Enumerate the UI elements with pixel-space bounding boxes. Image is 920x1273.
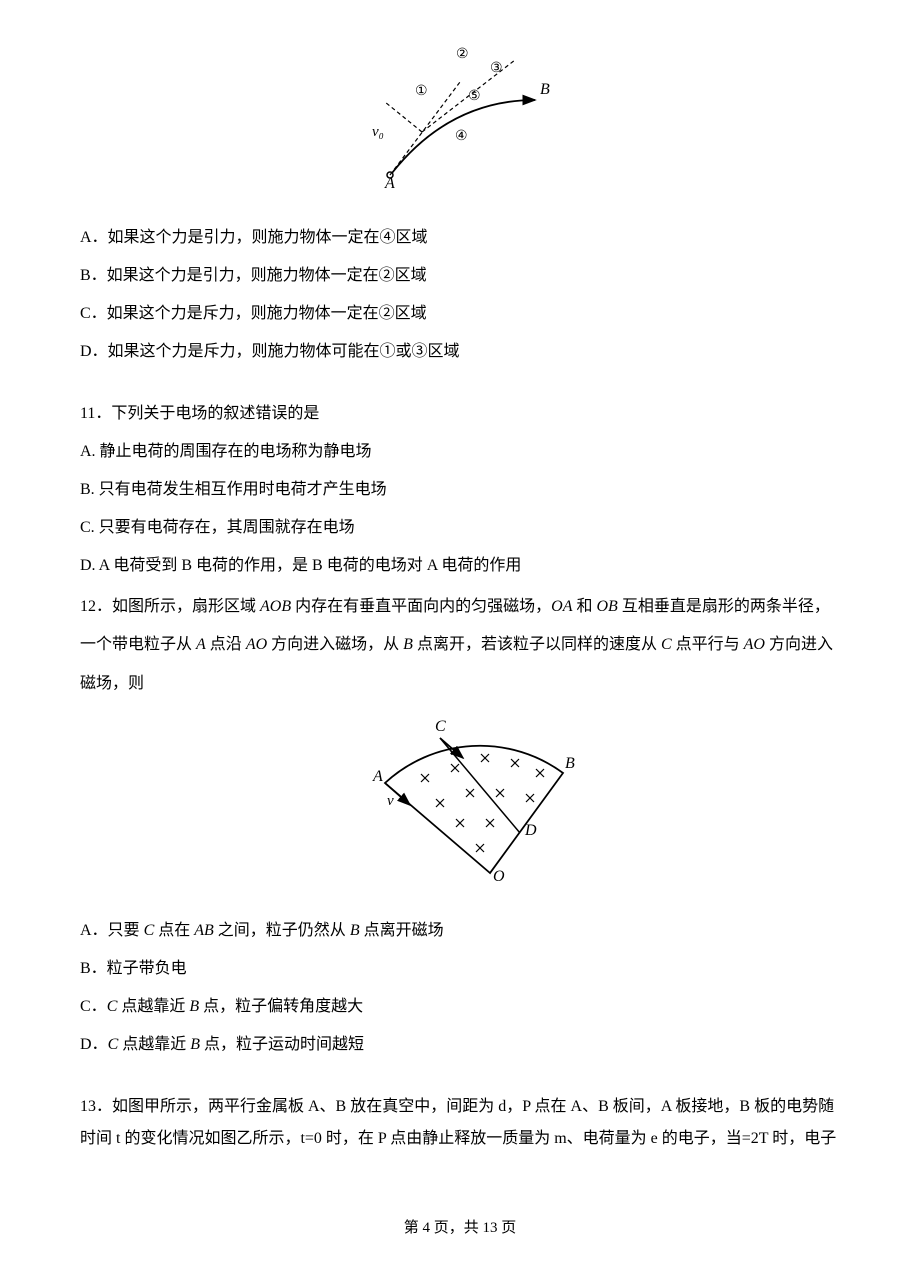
q12-option-B: B．粒子带负电 (80, 953, 840, 985)
point-A-label: A (384, 175, 395, 190)
q11-option-C: C. 只要有电荷存在，其周围就存在电场 (80, 512, 840, 544)
q11-option-B: B. 只有电荷发生相互作用时电荷才产生电场 (80, 474, 840, 506)
q12-point-C: C (435, 718, 446, 735)
region-1-label: ① (415, 84, 428, 99)
q10-option-A: A．如果这个力是引力，则施力物体一定在④区域 (80, 222, 840, 254)
region-4-label: ④ (455, 129, 468, 144)
q12-point-A: A (372, 768, 383, 785)
q12-stem: 12．如图所示，扇形区域 AOB 内存在有垂直平面向内的匀强磁场，OA 和 OB… (80, 588, 840, 703)
q10-option-C: C．如果这个力是斥力，则施力物体一定在②区域 (80, 298, 840, 330)
q12-option-A: A．只要 C 点在 AB 之间，粒子仍然从 B 点离开磁场 (80, 915, 840, 947)
q12-point-B: B (565, 755, 575, 772)
q10-option-B: B．如果这个力是引力，则施力物体一定在②区域 (80, 260, 840, 292)
q12-option-D: D．C 点越靠近 B 点，粒子运动时间越短 (80, 1029, 840, 1061)
q10-option-D: D．如果这个力是斥力，则施力物体可能在①或③区域 (80, 336, 840, 368)
q12-point-O: O (493, 868, 505, 883)
region-5-label: ⑤ (468, 89, 481, 104)
q13-stem: 13．如图甲所示，两平行金属板 A、B 放在真空中，间距为 d，P 点在 A、B… (80, 1091, 840, 1155)
page-footer: 第 4 页，共 13 页 (0, 1213, 920, 1243)
point-B-label: B (540, 81, 550, 98)
region-2-label: ② (456, 47, 469, 62)
v0-label: v₀ (372, 124, 384, 140)
q12-option-C: C．C 点越靠近 B 点，粒子偏转角度越大 (80, 991, 840, 1023)
q10-diagram-svg: ① ② ③ ④ ⑤ A B v₀ (360, 40, 560, 190)
q11-stem: 11．下列关于电场的叙述错误的是 (80, 398, 840, 430)
region-3-label: ③ (490, 61, 503, 76)
q10-figure: ① ② ③ ④ ⑤ A B v₀ (80, 40, 840, 202)
q12-point-D: D (524, 822, 537, 839)
q11-option-A: A. 静止电荷的周围存在的电场称为静电场 (80, 436, 840, 468)
q12-diagram-svg: A B C D O v v (345, 713, 575, 883)
q11-option-D: D. A 电荷受到 B 电荷的作用，是 B 电荷的电场对 A 电荷的作用 (80, 550, 840, 582)
q12-figure: A B C D O v v (80, 713, 840, 895)
q12-v2: v (449, 743, 456, 759)
q12-v1: v (387, 793, 394, 809)
